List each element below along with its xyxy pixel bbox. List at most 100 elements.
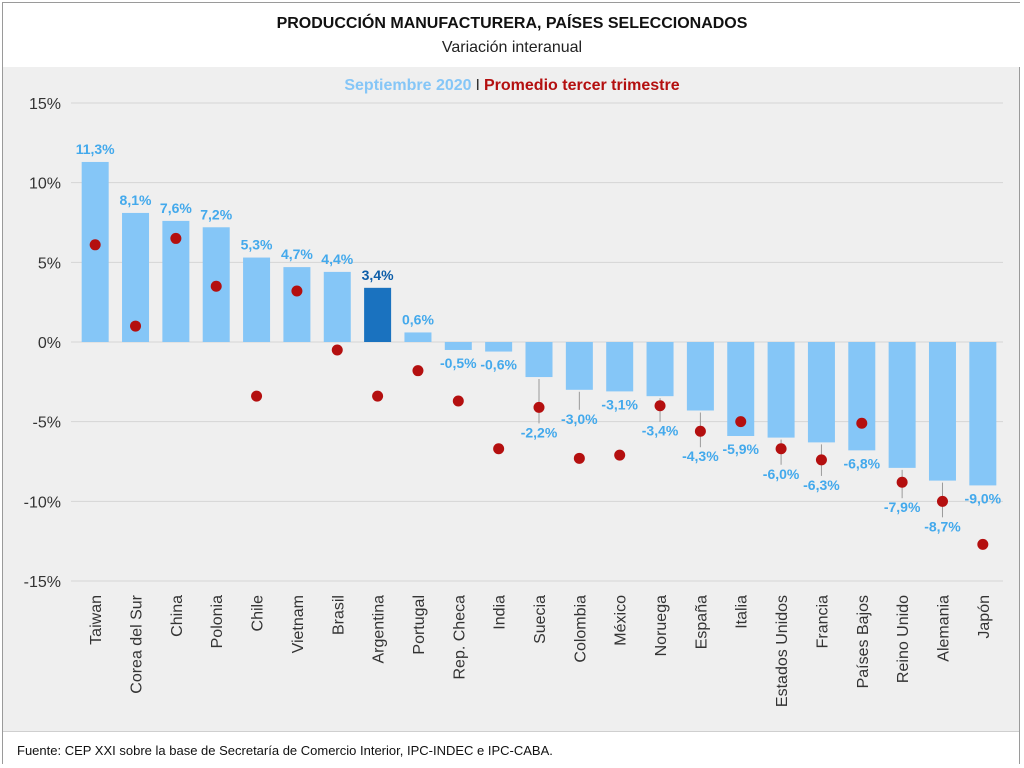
average-dot	[89, 239, 101, 251]
footer-bar	[3, 731, 1019, 764]
bar	[848, 342, 876, 451]
bar-data-label: 7,6%	[160, 200, 192, 216]
x-category-label: México	[613, 595, 630, 646]
average-dot	[735, 416, 747, 428]
bar	[122, 212, 150, 342]
bar	[646, 342, 674, 397]
average-dot	[412, 365, 424, 377]
bar	[525, 342, 553, 378]
x-category-label: Noruega	[653, 595, 670, 656]
average-dot	[654, 400, 666, 412]
bar	[969, 342, 997, 486]
x-category-label: Estados Unidos	[774, 595, 791, 707]
source-footnote: Fuente: CEP XXI sobre la base de Secreta…	[17, 743, 553, 758]
average-dot	[614, 449, 626, 461]
x-category-label: Reino Unido	[895, 595, 912, 683]
chart-legend: Septiembre 2020 I Promedio tercer trimestr…	[3, 77, 1021, 95]
x-category-label: Rep. Checa	[451, 595, 468, 680]
bar-data-label: -6,8%	[843, 455, 880, 471]
average-dot	[856, 417, 868, 429]
y-tick-label: 10%	[29, 176, 61, 193]
bar-data-label: 5,3%	[241, 237, 273, 253]
y-tick-label: 0%	[38, 335, 61, 352]
average-dot	[372, 390, 384, 402]
bar-data-label: -4,3%	[682, 448, 719, 464]
y-tick-label: 15%	[29, 96, 61, 113]
x-category-label: Colombia	[572, 595, 589, 663]
bar	[485, 342, 513, 352]
bar	[888, 342, 916, 468]
bar-data-label: -3,1%	[601, 396, 638, 412]
bar-data-label: 11,3%	[76, 141, 115, 157]
y-tick-label: -15%	[24, 574, 61, 591]
bar-data-label: 4,7%	[281, 246, 313, 262]
y-tick-label: -10%	[24, 494, 61, 511]
average-dot	[533, 401, 545, 413]
average-dot	[291, 285, 303, 297]
legend-separator: I	[475, 77, 480, 94]
x-category-label: Portugal	[411, 595, 428, 655]
bar-data-label: -8,7%	[924, 518, 961, 534]
average-dot	[815, 454, 827, 466]
x-category-label: España	[693, 595, 710, 649]
bar-data-label: -3,4%	[642, 423, 679, 439]
bar-data-label: -6,3%	[803, 477, 840, 493]
x-category-label: Francia	[814, 595, 831, 648]
average-dot	[896, 476, 908, 488]
bar	[686, 342, 714, 411]
bar-data-label: -0,6%	[480, 357, 517, 373]
bar-data-label: -3,0%	[561, 411, 598, 427]
bar	[404, 332, 432, 342]
average-dot	[251, 390, 263, 402]
bar	[606, 342, 634, 392]
x-category-label: Taiwan	[88, 595, 105, 645]
bar	[928, 342, 956, 481]
x-category-label: Suecia	[532, 595, 549, 644]
x-category-label: India	[492, 595, 509, 630]
average-dot	[977, 538, 989, 550]
x-category-label: Italia	[734, 595, 751, 629]
legend-series-1: Septiembre 2020	[344, 77, 472, 94]
average-dot	[170, 232, 182, 244]
average-dot	[210, 280, 222, 292]
chart-header: PRODUCCIÓN MANUFACTURERA, PAÍSES SELECCI…	[3, 3, 1021, 67]
bar	[444, 342, 472, 350]
bar-data-label: 4,4%	[321, 251, 353, 267]
bar	[364, 287, 392, 342]
average-dot	[452, 395, 464, 407]
average-dot	[130, 320, 142, 332]
bar	[323, 271, 351, 342]
bar-data-label: 3,4%	[362, 267, 394, 283]
bar	[243, 257, 271, 342]
chart-svg: -15% -10% -5% 0% 5% 10% 15% 11,3% Taiwan 8,1% Core…	[24, 96, 1003, 707]
average-dot	[493, 443, 505, 455]
x-category-label: Brasil	[330, 595, 347, 635]
bar-data-label: -5,9%	[722, 441, 759, 457]
chart-title: PRODUCCIÓN MANUFACTURERA, PAÍSES SELECCI…	[276, 15, 748, 32]
legend-series-2: Promedio tercer trimestre	[484, 77, 680, 94]
x-category-label: Japón	[976, 595, 993, 639]
bar-data-label: -7,9%	[884, 499, 921, 515]
x-category-label: Corea del Sur	[129, 594, 146, 693]
chart-subtitle: Variación interanual	[441, 39, 583, 56]
bar	[807, 342, 835, 443]
bar-data-label: -6,0%	[763, 466, 800, 482]
bar	[283, 267, 311, 342]
bar-data-label: -2,2%	[521, 424, 558, 440]
x-category-label: Países Bajos	[855, 595, 872, 688]
y-tick-label: 5%	[38, 255, 61, 272]
x-category-label: Vietnam	[290, 595, 307, 653]
bar	[565, 342, 593, 390]
average-dot	[775, 443, 787, 455]
bar-data-label: -9,0%	[965, 490, 1002, 506]
average-dot	[331, 344, 343, 356]
y-tick-label: -5%	[33, 415, 61, 432]
bar-data-label: -0,5%	[440, 355, 477, 371]
bar-data-label: 0,6%	[402, 311, 434, 327]
bar-data-label: 7,2%	[200, 206, 232, 222]
x-category-label: Argentina	[371, 595, 388, 664]
x-category-label: China	[169, 595, 186, 637]
average-dot	[694, 425, 706, 437]
average-dot	[573, 452, 585, 464]
